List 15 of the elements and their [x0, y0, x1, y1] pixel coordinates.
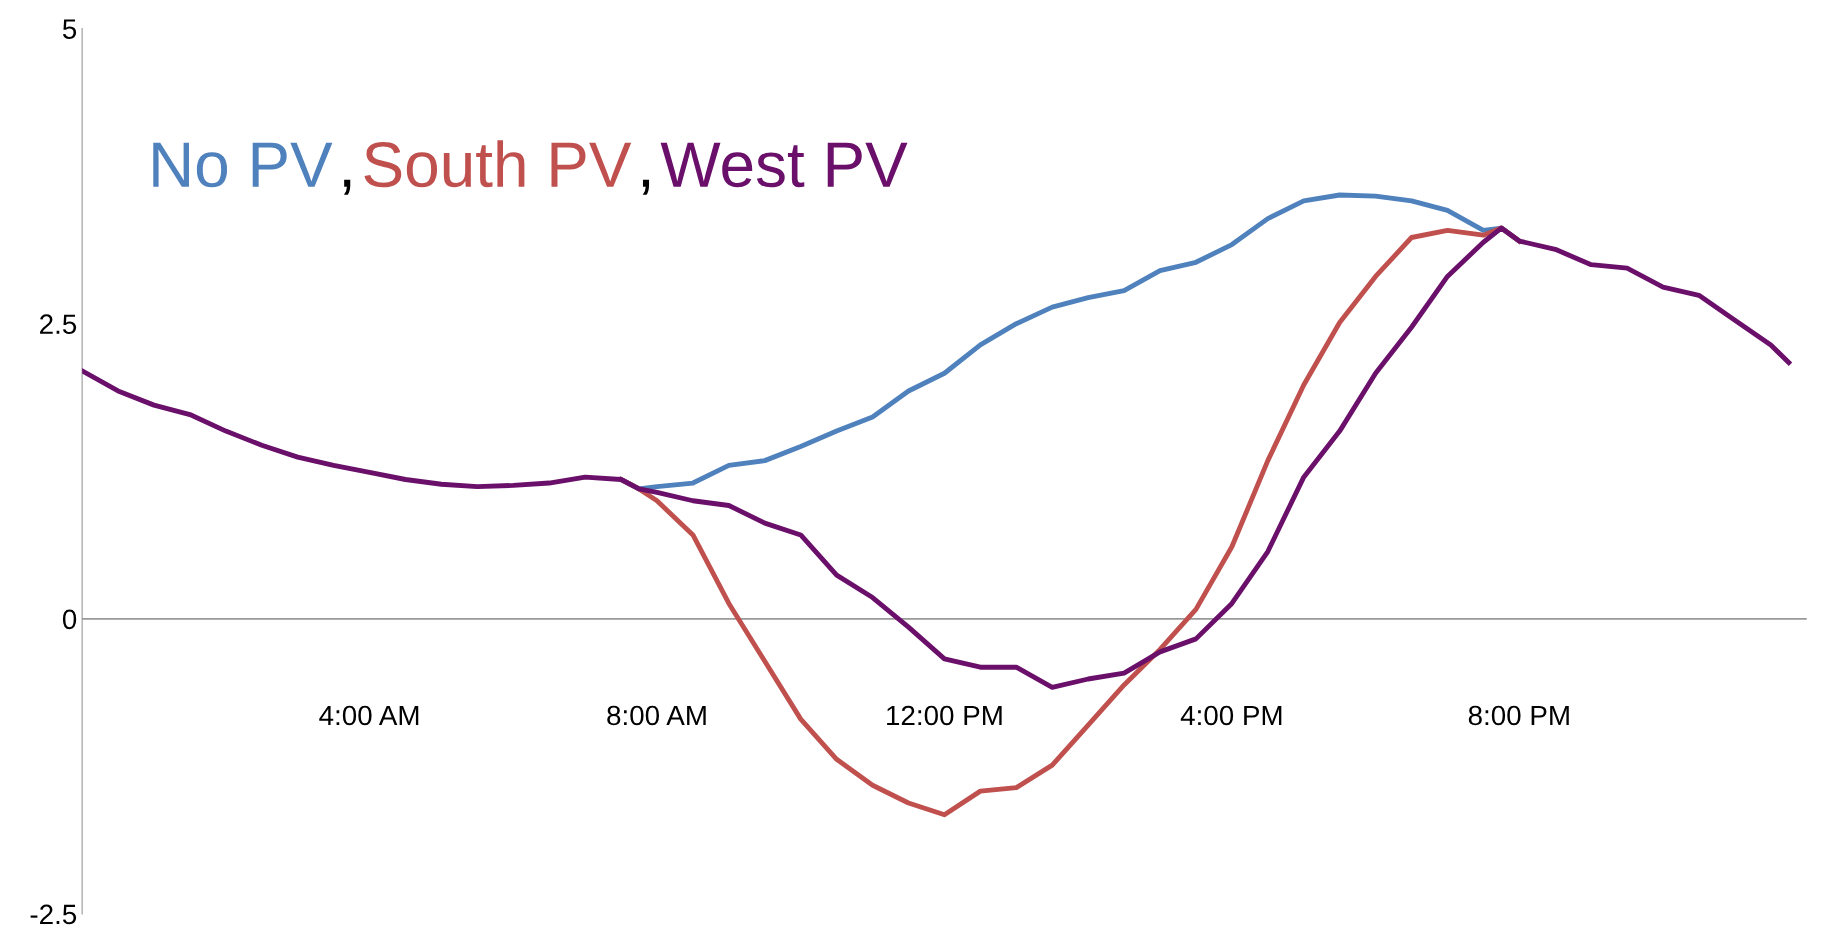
- x-tick-label: 12:00 PM: [887, 705, 1002, 726]
- text: West PV: [660, 142, 908, 188]
- y-tick-label: 2.5: [40, 314, 77, 335]
- text: South PV: [364, 140, 632, 188]
- x-tick-label: 4:00 PM: [1180, 705, 1282, 726]
- y-tick-label: 0: [62, 609, 77, 630]
- annotation: ,: [343, 179, 351, 195]
- x-tick-label: 8:00 PM: [1468, 705, 1569, 726]
- text: No PV: [153, 142, 333, 188]
- annotation: ,: [642, 179, 650, 195]
- line-series: [82, 225, 1792, 690]
- y-tick-label: 5: [62, 19, 77, 39]
- x-tick-label: 4:00 AM: [319, 705, 419, 726]
- x-tick-label: 8:00 AM: [607, 705, 706, 726]
- y-tick-label: -2.5: [30, 904, 77, 925]
